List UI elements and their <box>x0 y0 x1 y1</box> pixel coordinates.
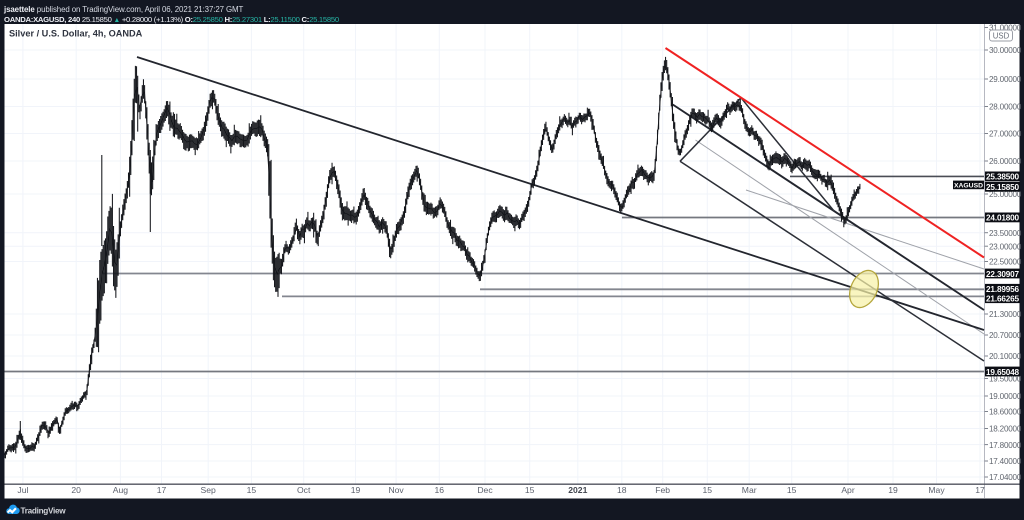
svg-text:15: 15 <box>247 485 257 495</box>
svg-text:18.60000: 18.60000 <box>989 408 1022 417</box>
svg-text:21.66265: 21.66265 <box>986 295 1020 304</box>
svg-text:17.40000: 17.40000 <box>989 457 1022 466</box>
svg-text:15: 15 <box>787 485 797 495</box>
svg-text:25.00000: 25.00000 <box>989 190 1022 199</box>
svg-text:19.00000: 19.00000 <box>989 392 1022 401</box>
svg-text:XAGUSD: XAGUSD <box>954 182 983 189</box>
svg-text:Dec: Dec <box>477 485 493 495</box>
svg-text:25.15850: 25.15850 <box>986 183 1020 192</box>
svg-text:27.00000: 27.00000 <box>989 130 1022 139</box>
svg-text:20.10000: 20.10000 <box>989 352 1022 361</box>
svg-text:jsaettele published on Trading: jsaettele published on TradingView.com, … <box>3 5 244 14</box>
svg-text:Mar: Mar <box>742 485 757 495</box>
svg-text:18: 18 <box>617 485 627 495</box>
svg-text:21.30000: 21.30000 <box>989 310 1022 319</box>
svg-text:17.80000: 17.80000 <box>989 441 1022 450</box>
svg-text:30.00000: 30.00000 <box>989 46 1022 55</box>
svg-text:Apr: Apr <box>841 485 855 495</box>
svg-text:Sep: Sep <box>201 485 217 495</box>
svg-text:15: 15 <box>703 485 713 495</box>
svg-text:23.00000: 23.00000 <box>989 242 1022 251</box>
svg-text:24.01800: 24.01800 <box>986 214 1020 223</box>
svg-text:22.30907: 22.30907 <box>986 270 1020 279</box>
svg-text:31.00000: 31.00000 <box>989 24 1022 33</box>
svg-text:Silver / U.S. Dollar, 4h, OAND: Silver / U.S. Dollar, 4h, OANDA <box>9 29 143 39</box>
svg-text:TradingView: TradingView <box>21 506 67 515</box>
svg-text:2021: 2021 <box>568 485 587 495</box>
svg-text:19: 19 <box>888 485 898 495</box>
svg-text:16: 16 <box>435 485 445 495</box>
svg-text:25.38500: 25.38500 <box>986 173 1020 182</box>
svg-text:19.65048: 19.65048 <box>986 368 1020 377</box>
svg-text:20.70000: 20.70000 <box>989 331 1022 340</box>
svg-text:Oct: Oct <box>297 485 311 495</box>
svg-text:15: 15 <box>525 485 535 495</box>
svg-text:OANDA:XAGUSD, 240 25.15850 ▲: OANDA:XAGUSD, 240 25.15850 ▲ +0.28000 (+… <box>4 15 339 24</box>
svg-text:19.50000: 19.50000 <box>989 375 1022 384</box>
svg-text:Nov: Nov <box>388 485 404 495</box>
svg-text:May: May <box>928 485 945 495</box>
svg-text:29.00000: 29.00000 <box>989 75 1022 84</box>
svg-text:Jul: Jul <box>17 485 28 495</box>
svg-text:17.04000: 17.04000 <box>989 473 1022 482</box>
svg-text:20: 20 <box>71 485 81 495</box>
svg-text:17: 17 <box>157 485 167 495</box>
svg-text:19: 19 <box>351 485 361 495</box>
svg-text:17: 17 <box>975 485 985 495</box>
svg-text:28.00000: 28.00000 <box>989 103 1022 112</box>
svg-text:Aug: Aug <box>113 485 129 495</box>
svg-text:21.89956: 21.89956 <box>986 285 1020 294</box>
svg-text:Feb: Feb <box>655 485 670 495</box>
svg-text:USD: USD <box>993 31 1010 40</box>
svg-text:23.50000: 23.50000 <box>989 229 1022 238</box>
svg-text:26.00000: 26.00000 <box>989 157 1022 166</box>
svg-text:22.50000: 22.50000 <box>989 258 1022 267</box>
svg-text:18.20000: 18.20000 <box>989 425 1022 434</box>
